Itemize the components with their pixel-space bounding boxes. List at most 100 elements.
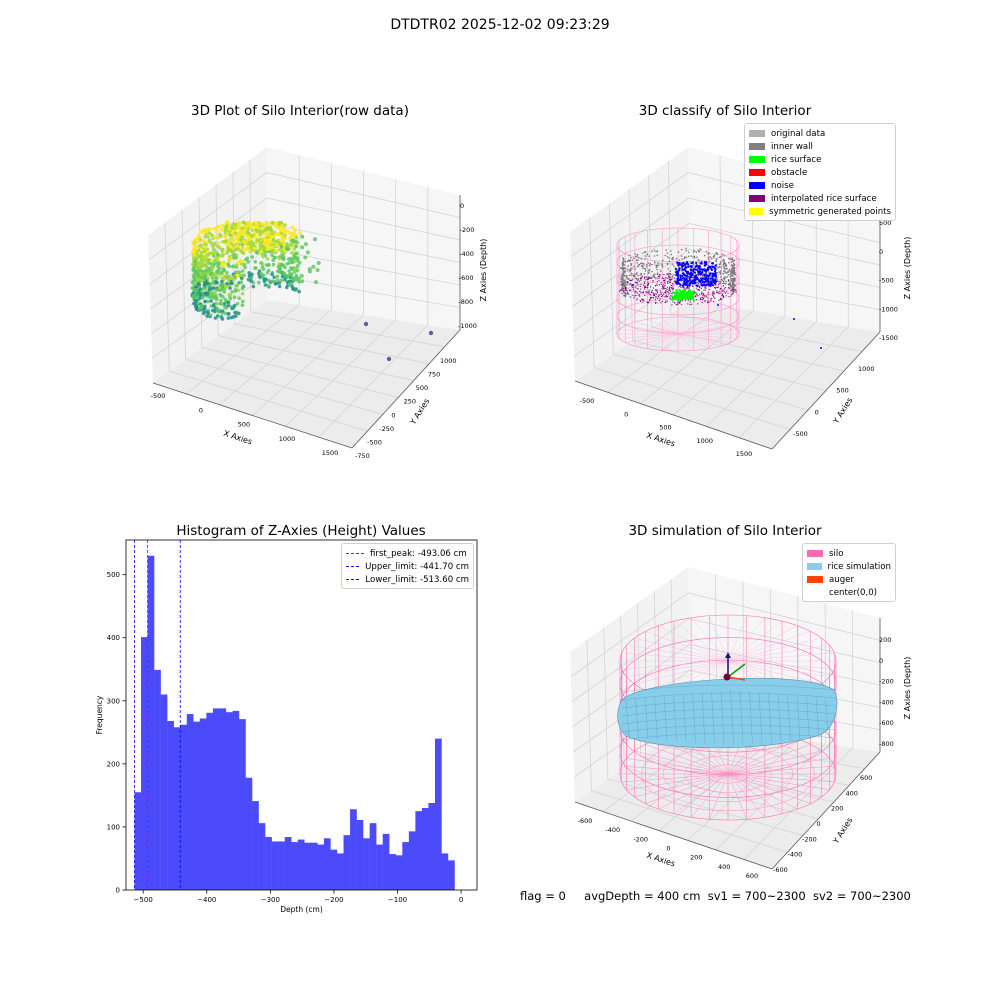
x-tick-label: -200 xyxy=(633,835,648,843)
data-point xyxy=(234,233,238,238)
data-point xyxy=(207,252,211,256)
interp-surface-point xyxy=(694,295,697,297)
data-point xyxy=(192,276,197,281)
grid-line xyxy=(266,223,461,263)
inner-wall-point xyxy=(625,294,627,296)
noise-point xyxy=(708,274,711,277)
interp-surface-point xyxy=(707,300,709,302)
data-point xyxy=(200,265,204,269)
legend-label: auger xyxy=(829,574,854,585)
inner-wall-point xyxy=(636,253,639,256)
noise-point xyxy=(687,265,690,268)
inner-wall-point xyxy=(628,274,631,277)
silo-top-spoke xyxy=(727,652,835,662)
interp-surface-point xyxy=(663,281,665,283)
interp-surface-point xyxy=(713,291,715,293)
data-point xyxy=(219,227,223,232)
inner-wall-point xyxy=(693,255,696,258)
noise-point xyxy=(712,284,715,287)
data-point xyxy=(233,310,237,315)
data-point xyxy=(268,250,273,254)
inner-wall-point xyxy=(644,268,647,270)
data-point xyxy=(292,254,297,258)
noise-point xyxy=(694,275,697,278)
z-tick-label: -400 xyxy=(459,250,474,258)
data-point xyxy=(279,278,284,283)
data-point xyxy=(225,249,230,254)
inner-wall-point xyxy=(728,262,730,264)
x-tick-label: 1500 xyxy=(322,449,339,457)
rice-surface-point xyxy=(675,296,678,299)
data-point xyxy=(260,226,265,230)
inner-wall-point xyxy=(724,267,726,270)
inner-wall-point xyxy=(730,279,732,282)
inner-wall-point xyxy=(623,284,626,287)
inner-wall-point xyxy=(718,265,721,268)
inner-wall-point xyxy=(644,255,647,257)
interp-surface-point xyxy=(658,279,660,281)
interp-surface-point xyxy=(655,285,657,287)
rice-mesh-line xyxy=(621,692,837,701)
inner-wall-point xyxy=(725,280,727,283)
inner-wall-point xyxy=(636,281,639,283)
interp-surface-point xyxy=(628,293,630,295)
data-point xyxy=(259,261,263,265)
data-point xyxy=(213,309,217,314)
noise-point xyxy=(711,281,714,284)
inner-wall-point xyxy=(653,255,656,257)
noise-point xyxy=(686,284,690,287)
data-point xyxy=(235,244,240,248)
interp-surface-point xyxy=(691,285,694,287)
legend-item: obstacle xyxy=(749,166,891,179)
inner-wall-point xyxy=(655,266,658,269)
y-tick-label: 200 xyxy=(107,760,120,768)
interp-surface-point xyxy=(660,302,662,304)
interp-surface-point xyxy=(713,300,715,303)
data-point xyxy=(255,238,259,242)
inner-wall-point xyxy=(656,250,659,252)
interp-surface-point xyxy=(632,287,635,289)
interp-surface-point xyxy=(637,288,639,290)
inner-wall-point xyxy=(732,284,734,286)
data-point xyxy=(212,254,216,258)
interp-surface-point xyxy=(668,289,670,291)
data-point xyxy=(219,298,223,303)
silo-top-spoke xyxy=(621,652,729,662)
data-point xyxy=(209,304,214,308)
histogram-bar xyxy=(173,727,181,890)
inner-wall-point xyxy=(732,285,735,288)
data-point xyxy=(195,264,200,268)
data-point xyxy=(192,266,196,271)
inner-wall-point xyxy=(665,249,667,251)
noise-point xyxy=(714,267,717,270)
data-point xyxy=(237,261,241,266)
interp-surface-point xyxy=(721,294,724,296)
interp-surface-point xyxy=(682,279,684,281)
histogram-bar xyxy=(147,555,155,890)
data-point xyxy=(273,282,278,286)
interp-surface-point xyxy=(656,283,658,285)
data-point xyxy=(201,259,205,264)
inner-wall-point xyxy=(733,267,736,269)
interp-surface-point xyxy=(698,289,700,291)
inner-wall-point xyxy=(623,266,625,269)
inner-wall-point xyxy=(729,285,732,288)
inner-wall-point xyxy=(621,261,624,263)
inner-wall-point xyxy=(623,279,626,282)
inner-wall-point xyxy=(734,277,736,279)
silo-top-spoke xyxy=(634,660,729,685)
noise-point xyxy=(701,279,704,282)
inner-wall-point xyxy=(666,273,669,275)
interp-surface-point xyxy=(639,295,641,297)
data-point xyxy=(202,249,207,254)
data-point xyxy=(233,289,238,293)
interp-surface-point xyxy=(695,294,698,296)
noise-point xyxy=(689,275,692,279)
interp-surface-point xyxy=(636,298,638,300)
silo-top-spoke xyxy=(645,660,729,691)
noise-point xyxy=(687,263,690,266)
inner-wall-point xyxy=(720,270,722,273)
inner-wall-point xyxy=(632,257,635,260)
x-axis-line xyxy=(574,801,773,870)
noise-point xyxy=(711,275,714,278)
